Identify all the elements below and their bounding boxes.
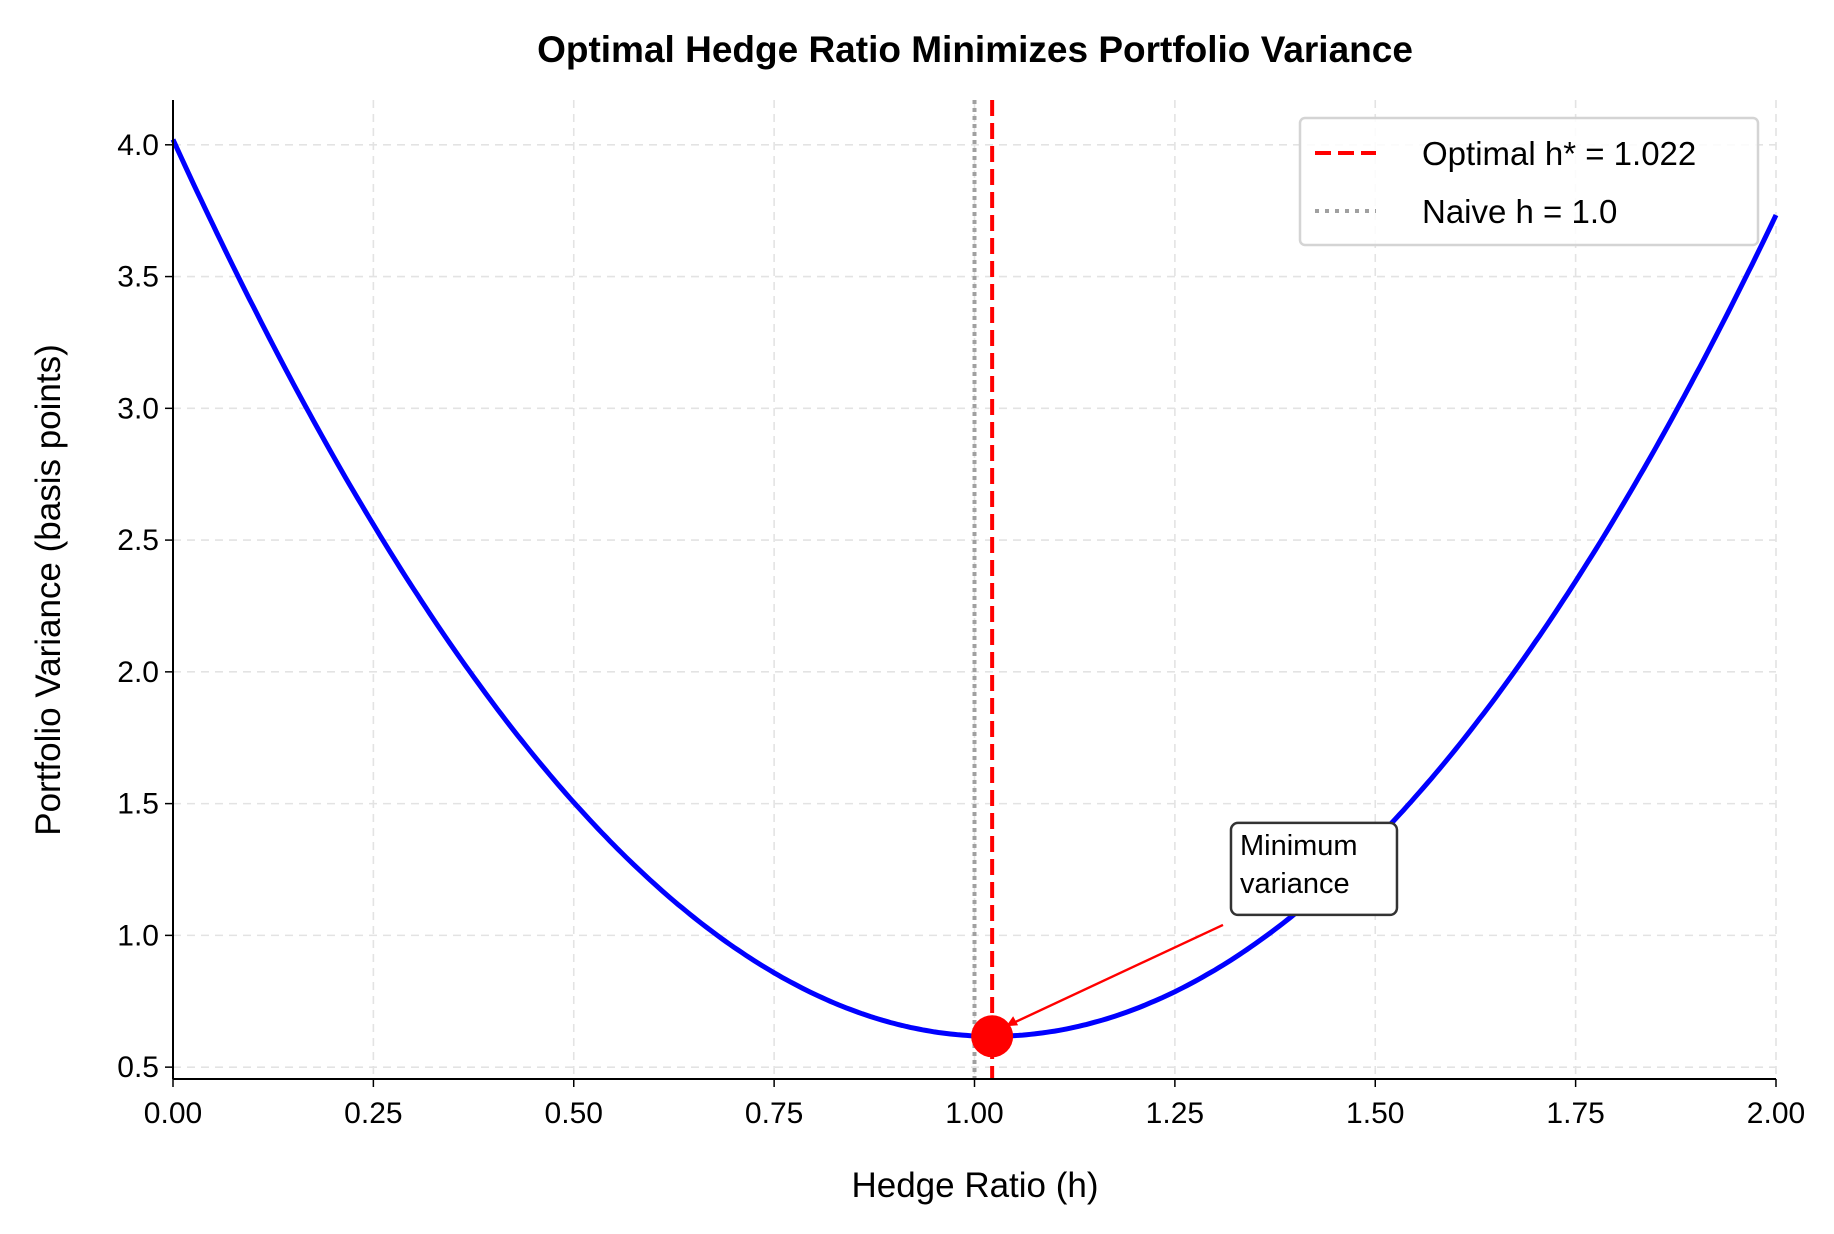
plot-area: Minimum variance	[170, 100, 1779, 1079]
x-tick-label: 0.75	[745, 1097, 803, 1130]
legend: Optimal h* = 1.022 Naive h = 1.0	[1298, 116, 1760, 247]
y-tick-label: 0.5	[117, 1051, 159, 1084]
x-tick-label: 0.50	[545, 1097, 603, 1130]
x-axis-label: Hedge Ratio (h)	[851, 1166, 1098, 1205]
y-tick-label: 2.5	[117, 524, 159, 557]
annotation-arrowhead	[1006, 1016, 1019, 1027]
x-tick-label: 1.50	[1346, 1097, 1404, 1130]
minimum-point-marker	[971, 1015, 1014, 1058]
annotation-box	[1229, 821, 1399, 917]
y-tick-label: 2.0	[117, 656, 159, 689]
annotation-text: variance	[1240, 868, 1350, 900]
x-tick-label: 1.00	[945, 1097, 1003, 1130]
annotation-text: Minimum	[1240, 830, 1358, 862]
legend-label: Optimal h* = 1.022	[1422, 135, 1696, 172]
axes	[172, 100, 1776, 1080]
y-axis-label: Portfolio Variance (basis points)	[29, 344, 68, 836]
x-ticks: 0.00 0.25 0.50 0.75 1.00 1.25 1.50 1.75 2.00	[144, 1079, 1805, 1130]
legend-box	[1298, 116, 1760, 247]
y-tick-label: 4.0	[117, 129, 159, 162]
annotation-arrow	[1005, 923, 1224, 1028]
y-tick-label: 3.5	[117, 261, 159, 294]
x-tick-label: 1.75	[1546, 1097, 1604, 1130]
legend-label: Naive h = 1.0	[1422, 193, 1617, 230]
chart-title: Optimal Hedge Ratio Minimizes Portfolio …	[537, 29, 1413, 70]
y-tick-label: 3.0	[117, 392, 159, 425]
x-tick-label: 0.00	[144, 1097, 202, 1130]
y-ticks: 0.5 1.0 1.5 2.0 2.5 3.0 3.5 4.0	[117, 129, 173, 1084]
y-tick-label: 1.0	[117, 919, 159, 952]
x-tick-label: 0.25	[344, 1097, 402, 1130]
x-tick-label: 1.25	[1146, 1097, 1204, 1130]
x-tick-label: 2.00	[1747, 1097, 1805, 1130]
y-tick-label: 1.5	[117, 788, 159, 821]
